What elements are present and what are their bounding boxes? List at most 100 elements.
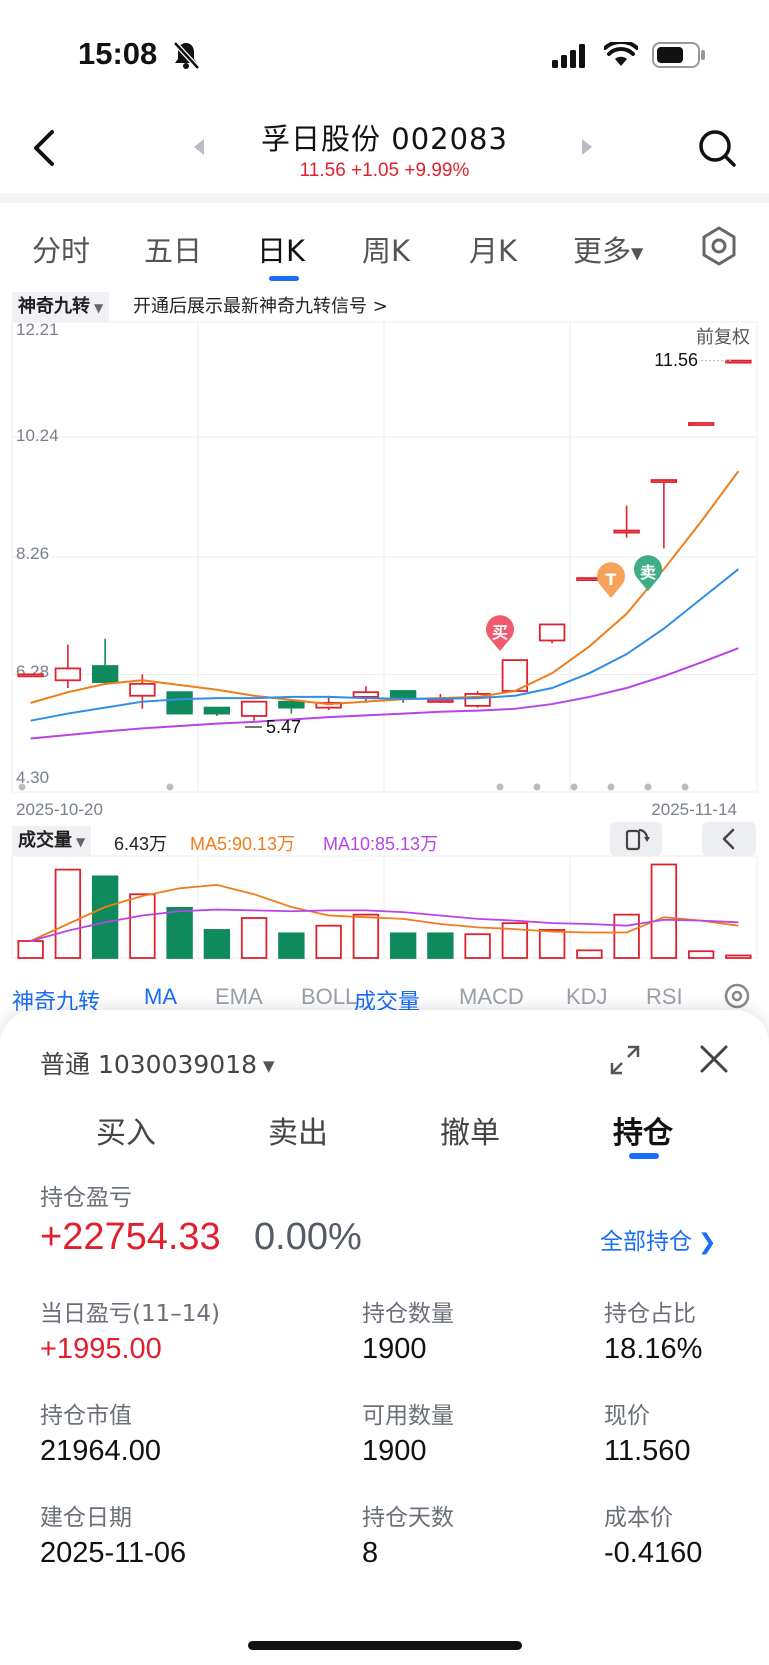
buy-signal-marker: 买: [486, 615, 514, 651]
tab-five-day[interactable]: 五日: [144, 234, 203, 268]
chevron-down-icon: ▼: [94, 301, 104, 315]
volume-bar: [166, 906, 193, 959]
settings-hexagon-icon[interactable]: [700, 226, 738, 266]
next-stock-arrow-icon[interactable]: [580, 138, 594, 156]
expand-icon[interactable]: [608, 1043, 642, 1077]
trade-bottom-sheet: [0, 1010, 769, 1665]
holding-days-label: 持仓天数: [362, 1505, 454, 1531]
last-price-label: 11.56: [654, 350, 698, 370]
volume-indicator-selector[interactable]: 成交量 ▼: [12, 826, 92, 856]
holding-days-value: 8: [362, 1537, 379, 1569]
t-signal-marker-text: T: [606, 570, 617, 589]
rotate-icon: [625, 828, 650, 851]
cellular-signal-icon: [552, 44, 585, 68]
chevron-down-icon: ▼: [631, 243, 644, 263]
wifi-icon: [604, 42, 638, 66]
volume-bar: [54, 868, 82, 959]
tab-buy[interactable]: 买入: [96, 1116, 156, 1151]
nine-turn-indicator-selector[interactable]: 神奇九转 ▼: [12, 292, 110, 322]
price-tick-label: 12.21: [16, 320, 59, 339]
candle-body: [725, 359, 752, 364]
volume-bar: [91, 875, 119, 959]
stock-quote: 11.56 +1.05 +9.99%: [299, 160, 470, 181]
end-date-label: 2025-11-14: [651, 800, 737, 819]
previous-stock-arrow-icon[interactable]: [192, 138, 206, 156]
price-tick-label: 6.28: [16, 662, 49, 681]
tab-monthly-k[interactable]: 月K: [469, 234, 518, 268]
indicator-tab-volume[interactable]: 成交量: [354, 989, 421, 1014]
market-value-label: 持仓市值: [40, 1403, 132, 1429]
indicator-tab-ma[interactable]: MA: [144, 984, 177, 1009]
collapse-panel-button[interactable]: [702, 822, 756, 856]
tab-daily-k[interactable]: 日K: [257, 234, 306, 268]
volume-bar: [427, 932, 454, 959]
candle-body: [240, 700, 268, 717]
indicator-tab-kdj[interactable]: KDJ: [566, 984, 608, 1009]
tab-sell[interactable]: 卖出: [268, 1116, 328, 1151]
candle-body: [650, 479, 678, 483]
volume-bar: [278, 932, 305, 959]
buy-signal-marker-shape: [486, 615, 514, 651]
candle-body: [501, 659, 529, 692]
indicator-settings-icon[interactable]: [720, 980, 754, 1012]
back-arrow-icon[interactable]: [28, 126, 64, 170]
position-ratio-value: 18.16%: [604, 1333, 703, 1365]
position-qty-value: 1900: [362, 1333, 427, 1365]
current-price-value: 11.560: [604, 1435, 691, 1467]
volume-bar: [389, 932, 417, 959]
volume-ma10: MA10:85.13万: [323, 834, 439, 854]
open-date-label: 建仓日期: [40, 1505, 132, 1531]
cost-price-label: 成本价: [604, 1505, 673, 1531]
volume-bar: [315, 924, 342, 959]
close-icon[interactable]: [697, 1042, 731, 1076]
battery-icon: [652, 42, 705, 68]
home-indicator[interactable]: [248, 1641, 522, 1650]
signal-dot: [644, 783, 652, 791]
candle-body: [538, 623, 566, 642]
signal-dot: [533, 783, 541, 791]
volume-bar: [576, 949, 603, 959]
tab-intraday[interactable]: 分时: [32, 234, 91, 268]
price-tick-label: 4.30: [16, 768, 49, 787]
volume-bar: [464, 933, 491, 959]
chevron-left-icon: [722, 828, 735, 850]
candle-body: [315, 701, 342, 709]
tab-more[interactable]: 更多▼: [573, 228, 643, 270]
tab-weekly-k[interactable]: 周K: [362, 234, 411, 268]
available-qty-label: 可用数量: [362, 1403, 454, 1429]
candle-body: [613, 529, 640, 534]
indicator-tab-rsi[interactable]: RSI: [646, 984, 683, 1009]
nine-turn-promo-link[interactable]: 开通后展示最新神奇九转信号 >: [133, 296, 388, 317]
position-pl-value: +22754.33: [40, 1216, 221, 1258]
volume-bar: [352, 913, 380, 959]
cost-price-value: -0.4160: [604, 1537, 703, 1569]
candle-body: [687, 422, 715, 426]
chart-grid: [11, 321, 758, 793]
active-tab-indicator: [269, 276, 299, 281]
tab-positions[interactable]: 持仓: [613, 1116, 673, 1151]
indicator-tab-ema[interactable]: EMA: [215, 984, 263, 1009]
tab-cancel-order[interactable]: 撤单: [440, 1116, 500, 1151]
bell-off-icon: [173, 41, 200, 70]
account-selector[interactable]: 普通 1030039018 ▼: [40, 1045, 275, 1081]
candle-body: [91, 665, 119, 683]
indicator-tab-macd[interactable]: MACD: [459, 984, 524, 1009]
status-time: 15:08: [78, 36, 158, 71]
volume-ma10-line: [30, 908, 739, 942]
adjust-mode-label: 前复权: [696, 327, 750, 348]
signal-dot: [607, 783, 615, 791]
kline-chart[interactable]: 12.21 10.24 8.26 6.28 4.30 前复权 2025-10-20 2025-…: [0, 0, 769, 980]
indicator-tab-boll[interactable]: BOLL: [301, 984, 358, 1009]
open-date-value: 2025-11-06: [40, 1537, 187, 1569]
all-positions-link[interactable]: 全部持仓 ❯: [600, 1222, 716, 1256]
available-qty-value: 1900: [362, 1435, 427, 1467]
search-icon[interactable]: [697, 128, 737, 168]
all-positions-label: 全部持仓: [600, 1229, 692, 1255]
candle-body: [54, 667, 82, 682]
sell-signal-marker: 卖: [634, 555, 662, 591]
price-axis: 12.21 10.24 8.26 6.28 4.30 前复权 2025-10-20 2025-…: [16, 320, 750, 819]
buy-signal-marker-text: 买: [492, 623, 508, 642]
volume-bar: [538, 929, 566, 959]
rotate-screen-button[interactable]: [610, 822, 662, 856]
indicator-tab-nine-turn[interactable]: 神奇九转: [12, 989, 101, 1014]
